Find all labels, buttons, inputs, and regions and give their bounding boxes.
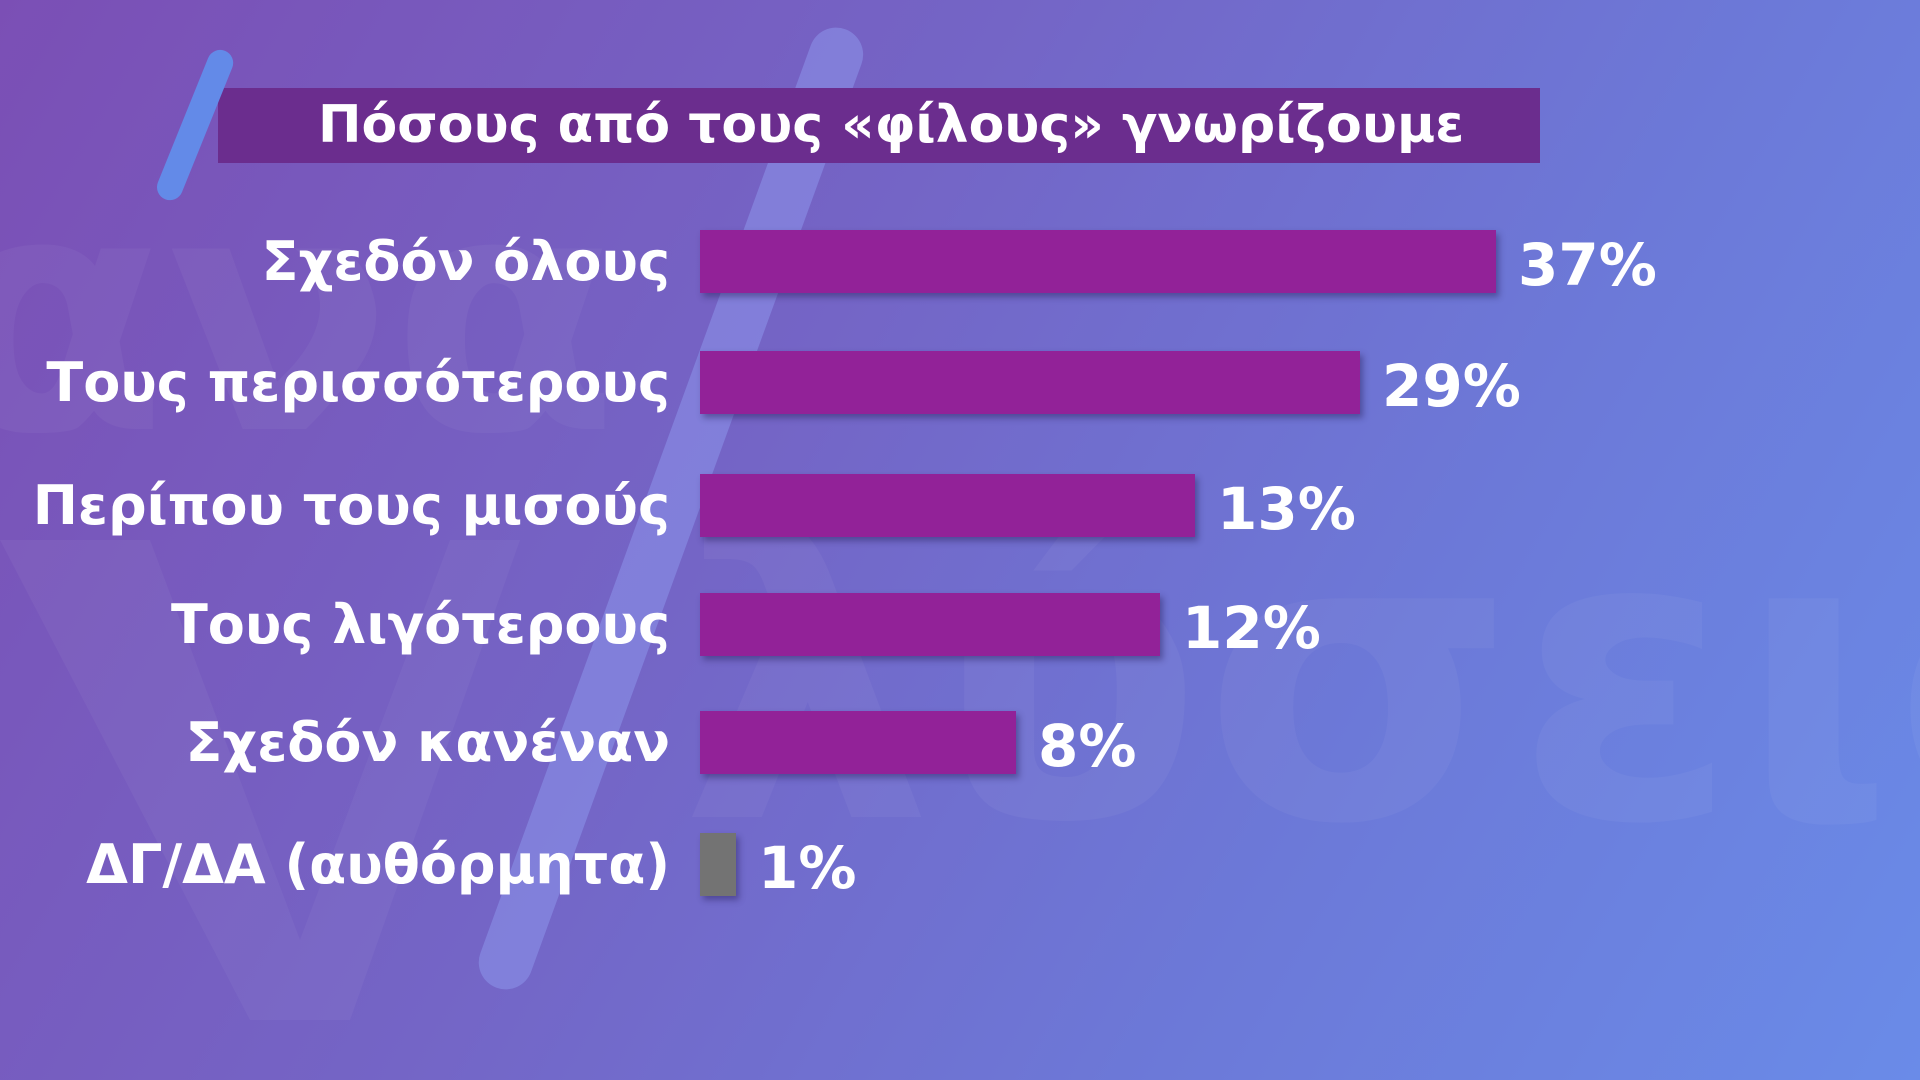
- value-label: 8%: [1038, 712, 1137, 780]
- category-label: Τους λιγότερους: [170, 593, 670, 656]
- bar: [700, 711, 1016, 774]
- chart-row: Περίπου τους μισούς 13%: [0, 474, 1920, 543]
- value-label: 12%: [1182, 594, 1321, 662]
- chart-row: Τους λιγότερους 12%: [0, 593, 1920, 662]
- category-label: Σχεδόν κανέναν: [185, 711, 670, 774]
- category-label: ΔΓ/ΔΑ (αυθόρμητα): [86, 833, 670, 896]
- value-label: 37%: [1518, 231, 1657, 299]
- chart-row: ΔΓ/ΔΑ (αυθόρμητα) 1%: [0, 833, 1920, 902]
- bar: [700, 593, 1160, 656]
- chart-row: Σχεδόν όλους 37%: [0, 230, 1920, 299]
- bar: [700, 474, 1195, 537]
- bar: [700, 833, 736, 896]
- category-label: Τους περισσότερους: [46, 351, 670, 414]
- value-label: 13%: [1217, 475, 1356, 543]
- chart-row: Σχεδόν κανέναν 8%: [0, 711, 1920, 780]
- value-label: 1%: [758, 834, 857, 902]
- bar: [700, 230, 1496, 293]
- category-label: Σχεδόν όλους: [261, 230, 670, 293]
- chart-row: Τους περισσότερους 29%: [0, 351, 1920, 420]
- bar: [700, 351, 1360, 414]
- value-label: 29%: [1382, 352, 1521, 420]
- category-label: Περίπου τους μισούς: [32, 474, 670, 537]
